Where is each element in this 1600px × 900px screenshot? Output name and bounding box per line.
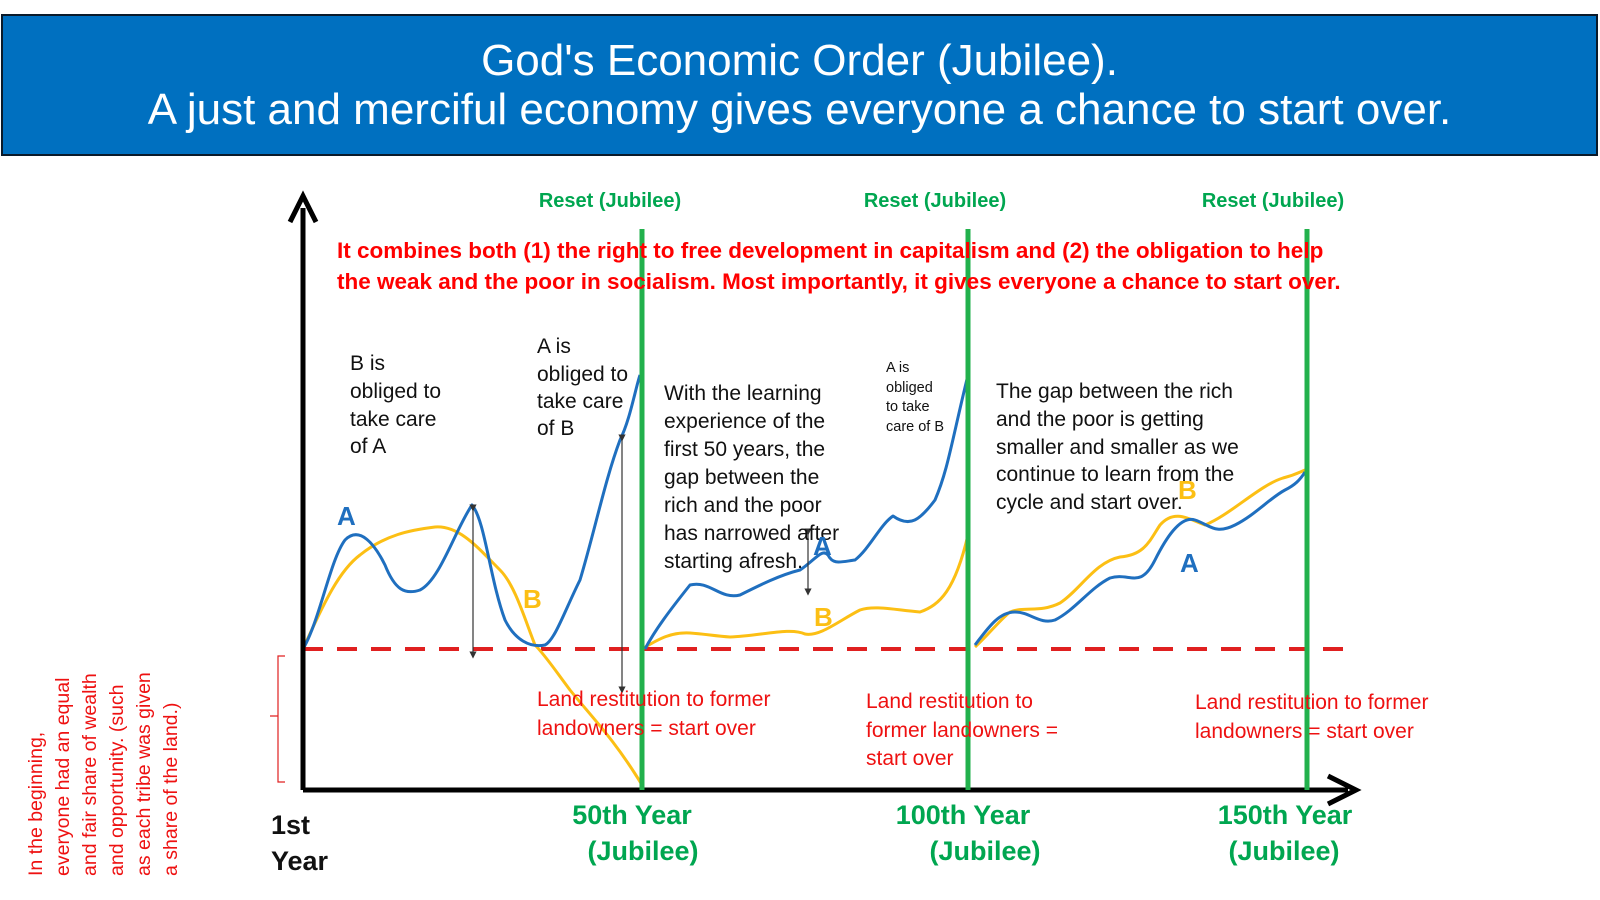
reset-label-3: Reset (Jubilee) [1202, 190, 1344, 212]
y-axis-arrowhead [287, 190, 319, 224]
note-gap-line: continue to learn from the [996, 463, 1234, 486]
title-banner: God's Economic Order (Jubilee). A just a… [1, 14, 1598, 156]
note-a-obliged: A is obliged to take care of B [537, 335, 628, 440]
x-label-150: 150th Year [1218, 800, 1353, 830]
x-label-start: 1st [271, 810, 310, 840]
summary-line-2: the weak and the poor in socialism. Most… [337, 269, 1341, 294]
note-learning-line: With the learning [664, 382, 822, 405]
beginning-note-line: everyone had an equal [52, 678, 74, 876]
beginning-note-line: In the beginning, [25, 732, 47, 876]
beginning-note-line: and fair share of wealth [79, 673, 101, 876]
series-b-label: B [814, 602, 833, 632]
restitution-note-1-line: Land restitution to former [537, 688, 770, 711]
summary-line-1: It combines both (1) the right to free d… [337, 238, 1323, 263]
note-gap-line: The gap between the rich [996, 380, 1233, 403]
note-a-obliged-small-line: to take [886, 399, 930, 415]
x-axis-labels: 1st Year 50th Year (Jubilee) 100th Year … [271, 800, 1353, 876]
beginning-note: In the beginning, everyone had an equal … [25, 672, 182, 876]
beginning-note-line: a share of the land.) [160, 703, 182, 876]
note-learning-line: gap between the [664, 466, 819, 489]
series-b-label: B [523, 584, 542, 614]
note-a-obliged-line: take care [537, 390, 623, 413]
x-label-100: (Jubilee) [929, 836, 1040, 866]
note-b-obliged-line: of A [350, 435, 386, 458]
title-line-2: A just and merciful economy gives everyo… [147, 85, 1452, 134]
restitution-note-2: Land restitution to former landowners = … [866, 690, 1058, 770]
note-gap: The gap between the rich and the poor is… [996, 380, 1239, 514]
series-a-label: A [813, 531, 832, 561]
series-a-label: A [1180, 548, 1199, 578]
series-a-curve [301, 374, 1307, 650]
note-gap-line: cycle and start over. [996, 491, 1183, 514]
note-a-obliged-small: A is obliged to take care of B [886, 360, 944, 435]
restitution-note-1: Land restitution to former landowners = … [537, 688, 770, 740]
x-label-start: Year [271, 846, 329, 876]
note-a-obliged-line: of B [537, 417, 574, 440]
x-label-150: (Jubilee) [1228, 836, 1339, 866]
note-b-obliged-line: take care [350, 408, 436, 431]
note-learning-line: has narrowed after [664, 522, 839, 545]
restitution-note-1-line: landowners = start over [537, 717, 756, 740]
restitution-note-3: Land restitution to former landowners = … [1195, 691, 1428, 743]
note-learning: With the learning experience of the firs… [664, 382, 839, 573]
note-b-obliged-line: obliged to [350, 380, 441, 403]
note-b-obliged: B is obliged to take care of A [350, 352, 441, 458]
reset-label-1: Reset (Jubilee) [539, 190, 681, 212]
note-gap-line: smaller and smaller as we [996, 436, 1239, 459]
title-line-1: God's Economic Order (Jubilee). [481, 36, 1118, 85]
note-gap-line: and the poor is getting [996, 408, 1204, 431]
reset-label-2: Reset (Jubilee) [864, 190, 1006, 212]
note-learning-line: rich and the poor [664, 494, 822, 517]
series-a-label: A [337, 501, 356, 531]
note-a-obliged-small-line: obliged [886, 380, 933, 396]
note-learning-line: starting afresh. [664, 550, 803, 573]
restitution-note-3-line: landowners = start over [1195, 720, 1414, 743]
note-learning-line: first 50 years, the [664, 438, 825, 461]
note-learning-line: experience of the [664, 410, 825, 433]
x-label-100: 100th Year [896, 800, 1031, 830]
beginning-note-line: as each tribe was given [133, 672, 155, 876]
x-axis-arrowhead [1326, 773, 1362, 807]
restitution-note-3-line: Land restitution to former [1195, 691, 1428, 714]
x-label-50: 50th Year [572, 800, 692, 830]
note-a-obliged-line: A is [537, 335, 571, 358]
note-a-obliged-small-line: A is [886, 360, 909, 376]
x-label-50: (Jubilee) [587, 836, 698, 866]
note-b-obliged-line: B is [350, 352, 385, 375]
equal-share-bracket [270, 655, 285, 783]
restitution-note-2-line: start over [866, 747, 954, 770]
note-a-obliged-line: obliged to [537, 363, 628, 386]
note-a-obliged-small-line: care of B [886, 419, 944, 435]
restitution-note-2-line: Land restitution to [866, 690, 1033, 713]
series-b-curve [301, 468, 1306, 786]
series-labels: A B A B B A [337, 475, 1199, 632]
restitution-note-2-line: former landowners = [866, 719, 1058, 742]
beginning-note-line: and opportunity. (such [106, 684, 128, 876]
series-b-label: B [1178, 475, 1197, 505]
